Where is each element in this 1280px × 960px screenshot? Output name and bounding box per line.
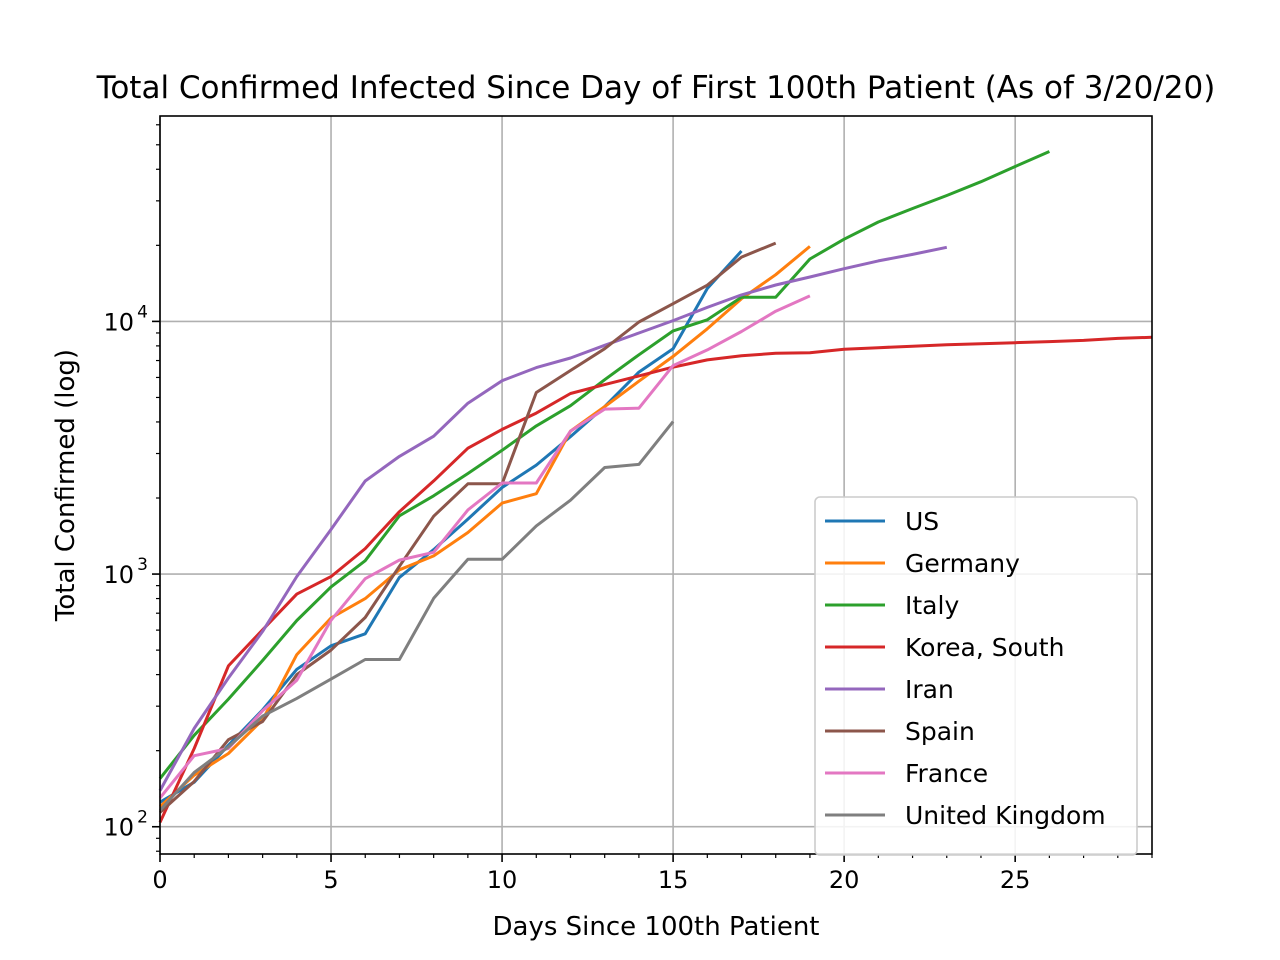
legend-label-germany: Germany: [905, 549, 1020, 578]
plot-frame: [159, 115, 1153, 855]
legend-label-korea-south: Korea, South: [905, 633, 1064, 662]
y-tick-label: 10: [103, 814, 134, 842]
legend-label-italy: Italy: [905, 591, 959, 620]
x-axis-label: Days Since 100th Patient: [492, 912, 819, 942]
y-axis-label: Total Confirmed (log): [51, 349, 81, 622]
legend-label-spain: Spain: [905, 717, 975, 746]
series-line-united-kingdom: [158, 420, 675, 812]
series-line-italy: [158, 150, 1051, 780]
y-tick-label: 10: [103, 561, 134, 589]
series-line-korea-south: [158, 335, 1153, 824]
y-tick-exponent: 2: [137, 808, 148, 828]
legend-box: [814, 496, 1138, 856]
y-tick-label: 10: [103, 308, 134, 336]
legend-label-united-kingdom: United Kingdom: [905, 801, 1106, 830]
series-line-france: [158, 294, 811, 799]
x-tick-label: 10: [487, 866, 518, 894]
x-tick-label: 20: [829, 866, 860, 894]
x-tick-label: 0: [152, 866, 167, 894]
legend-label-us: US: [905, 507, 939, 536]
x-tick-label: 25: [1000, 866, 1031, 894]
series-line-iran: [158, 245, 948, 792]
x-tick-label: 5: [323, 866, 338, 894]
series-line-spain: [158, 241, 777, 814]
y-tick-exponent: 4: [137, 302, 148, 322]
x-tick-label: 15: [658, 866, 689, 894]
y-tick-exponent: 3: [137, 555, 148, 575]
legend-label-france: France: [905, 759, 988, 788]
legend: US Germany Italy Korea, South Iran Spain Franc…: [814, 496, 1138, 856]
series-line-germany: [158, 245, 811, 808]
legend-label-iran: Iran: [905, 675, 954, 704]
series-lines: [158, 150, 1153, 824]
chart-title: Total Confirmed Infected Since Day of Fi…: [96, 70, 1216, 106]
